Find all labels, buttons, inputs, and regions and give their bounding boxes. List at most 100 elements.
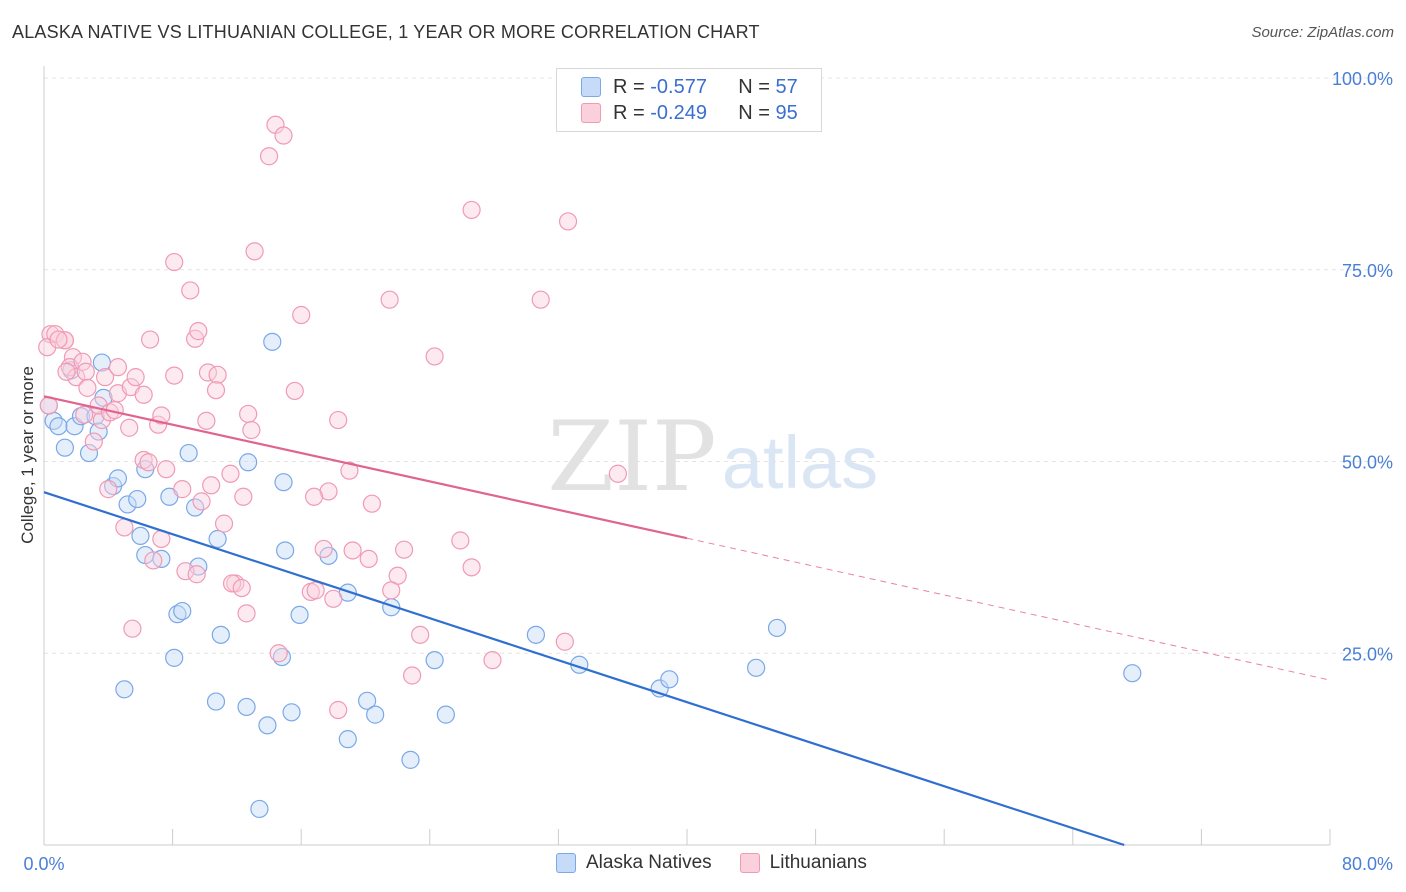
lithuanian-point <box>214 514 234 533</box>
lithuanian-point <box>197 411 216 430</box>
lithuanian-point <box>192 492 211 511</box>
lithuanian-point <box>202 476 221 495</box>
alaska-point <box>526 625 545 644</box>
lithuanian-point <box>222 574 242 593</box>
legend-item-alaska-natives: Alaska Natives <box>556 852 712 874</box>
lithuanian-point <box>329 700 348 720</box>
chart-title: ALASKA NATIVE VS LITHUANIAN COLLEGE, 1 Y… <box>12 22 760 42</box>
alaska-point <box>128 489 147 509</box>
legend-n-value: 57 <box>775 75 798 98</box>
lithuanian-point <box>73 352 92 371</box>
legend-row-lithuanian: R = -0.249 N = 95 <box>581 101 798 125</box>
watermark-zip: ZIP <box>547 401 716 513</box>
legend-item-lithuanians: Lithuanians <box>739 852 867 874</box>
y-tick-label: 75.0% <box>1342 261 1393 281</box>
alaska-natives-swatch <box>556 853 576 873</box>
legend-row-alaska: R = -0.577 N = 57 <box>581 75 798 99</box>
stats-legend: R = -0.577 N = 57 R = -0.249 N = 95 <box>556 68 822 132</box>
lithuanian-point <box>329 410 348 430</box>
lithuanian-point <box>57 362 76 381</box>
alaska-point <box>206 692 226 711</box>
lithuanian-point <box>555 632 574 651</box>
lithuanian-trendline-extension <box>686 537 1331 681</box>
lithuanian-point <box>234 487 253 506</box>
alaska-point <box>276 541 295 560</box>
lithuanian-point <box>120 418 139 437</box>
series-legend: Alaska Natives Lithuanians <box>556 852 895 874</box>
legend-n-value: 95 <box>775 101 798 124</box>
lithuanian-point <box>259 147 279 166</box>
tick-labels: 25.0% 50.0% 75.0% 100.0% 0.0% 80.0% <box>23 69 1393 874</box>
lithuanian-point <box>108 358 128 377</box>
lithuanian-point <box>95 368 115 387</box>
alaska-point <box>237 697 256 717</box>
lithuanian-point <box>144 551 163 570</box>
lithuanian-point <box>181 281 200 300</box>
alaska-point <box>211 625 230 644</box>
lithuanians-swatch <box>739 853 760 873</box>
lithuanian-point <box>55 331 74 350</box>
lithuanian-point <box>462 558 481 577</box>
lithuanian-point <box>269 644 288 663</box>
lithuanian-point <box>173 480 192 499</box>
lithuanian-point <box>462 200 481 220</box>
alaska-point <box>79 443 99 463</box>
lithuanian-point <box>314 539 333 559</box>
alaska-point <box>55 438 74 457</box>
watermark-atlas: atlas <box>722 421 878 504</box>
legend-r-value: -0.249 <box>650 101 707 124</box>
points-layer <box>38 115 1142 819</box>
lithuanian-point <box>76 362 95 381</box>
alaska-point <box>89 422 108 441</box>
lithuanian-point <box>140 330 160 349</box>
lithuanian-point <box>382 581 401 600</box>
lithuanian-point <box>206 381 226 400</box>
alaska-point <box>290 605 309 625</box>
y-tick-label: 25.0% <box>1342 644 1393 664</box>
alaska-point <box>263 332 282 351</box>
legend-n-label: N = <box>738 75 770 98</box>
lithuanian-point <box>84 432 103 451</box>
lithuanian-point <box>99 480 118 499</box>
lithuanian-point <box>134 450 153 470</box>
lithuanian-point <box>165 252 184 272</box>
alaska-point <box>131 526 150 545</box>
lithuanian-point <box>176 562 195 581</box>
lithuanian-trendline <box>43 395 688 540</box>
alaska-point <box>401 750 420 769</box>
lithuanian-point <box>126 368 145 387</box>
lithuanian-point <box>165 366 184 385</box>
lithuanian-point <box>245 242 264 261</box>
alaska-point <box>767 618 787 638</box>
lithuanian-point <box>343 541 362 560</box>
legend-r-label: R = <box>613 75 645 98</box>
y-tick-label: 100.0% <box>1332 69 1393 89</box>
lithuanian-point <box>239 404 258 424</box>
x-tick-label: 0.0% <box>23 854 64 874</box>
legend-label-lithuanians: Lithuanians <box>769 852 867 873</box>
lithuanian-point <box>242 420 261 440</box>
lithuanian-point <box>157 460 176 479</box>
legend-r-value: -0.577 <box>650 75 707 98</box>
alaska-point <box>49 417 68 436</box>
alaska-point <box>165 648 184 667</box>
alaska-trendline <box>43 491 1125 847</box>
x-tick-label: 80.0% <box>1342 854 1393 874</box>
lithuanian-swatch <box>581 103 601 123</box>
lithuanian-point <box>411 625 430 644</box>
alaska-point <box>425 651 444 670</box>
alaska-point <box>436 705 455 724</box>
lithuanian-point <box>292 305 311 325</box>
source-label: Source: ZipAtlas.com <box>1251 24 1394 41</box>
lithuanian-point <box>208 365 227 384</box>
axis-layer <box>43 66 1331 846</box>
lithuanian-point <box>306 581 325 600</box>
lithuanian-point <box>362 494 382 513</box>
lithuanian-point <box>359 549 378 569</box>
lithuanian-point <box>152 406 171 425</box>
y-axis-label: College, 1 year or more <box>18 366 37 544</box>
lithuanian-point <box>78 378 97 397</box>
lithuanian-point <box>139 453 158 472</box>
lithuanian-point <box>558 212 578 231</box>
